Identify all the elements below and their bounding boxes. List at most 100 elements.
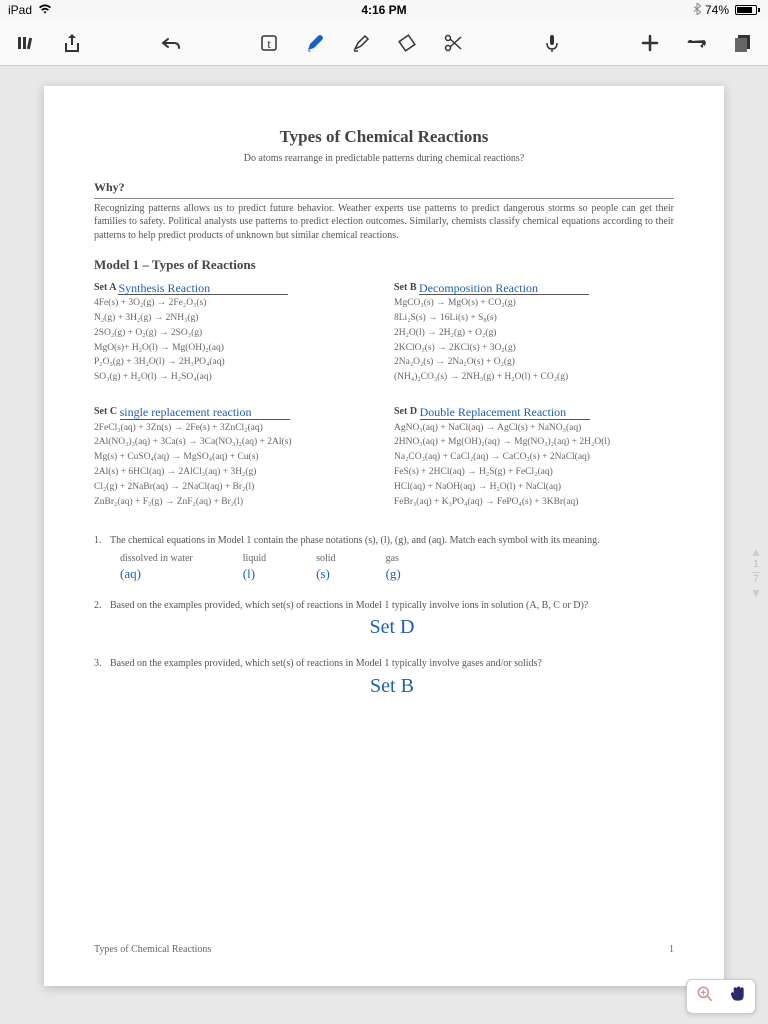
equation: 2H₂O(l) → 2H₂(g) + O₂(g) [394,327,674,340]
share-button[interactable] [58,29,86,57]
equation: (NH₄)₂CO₃(s) → 2NH₃(g) + H₂O(l) + CO₂(g) [394,371,674,384]
q3-answer: Set B [110,673,674,700]
phase-ans: (g) [386,565,401,583]
text-tool-button[interactable]: t [255,29,283,57]
equation: 2Al(NO₃)₃(aq) + 3Ca(s) → 3Ca(NO₃)₂(aq) +… [94,436,374,449]
model-title: Model 1 – Types of Reactions [94,256,674,274]
equation: ZnBr₂(aq) + F₂(g) → ZnF₂(aq) + Br₂(l) [94,496,374,509]
set-b: Set B Decomposition Reaction MgCO₃(s) → … [394,278,674,386]
equation: 4Fe(s) + 3O₂(g) → 2Fe₂O₃(s) [94,297,374,310]
page-down-icon[interactable]: ▼ [750,586,762,600]
eraser-tool-button[interactable] [393,29,421,57]
page-subtitle: Do atoms rearrange in predictable patter… [94,152,674,166]
wifi-icon [38,3,52,17]
q2-text: Based on the examples provided, which se… [110,600,588,611]
equation: P₂O₅(g) + 3H₂O(l) → 2H₃PO₄(aq) [94,356,374,369]
set-d-answer: Double Replacement Reaction [420,405,567,419]
equation: Mg(s) + CuSO₄(aq) → MgSO₄(aq) + Cu(s) [94,451,374,464]
question-3: 3. Based on the examples provided, which… [94,657,674,700]
set-c-label: Set C [94,406,117,417]
status-bar: iPad 4:16 PM 74% [0,0,768,20]
floating-tools [686,979,756,1014]
q3-text: Based on the examples provided, which se… [110,658,542,669]
equation: Cl₂(g) + 2NaBr(aq) → 2NaCl(aq) + Br₂(l) [94,481,374,494]
page-up-icon[interactable]: ▲ [750,545,762,559]
reaction-sets: Set A Synthesis Reaction 4Fe(s) + 3O₂(g)… [94,278,674,521]
equation: 2Na₂O₂(s) → 2Na₂O(s) + O₂(g) [394,356,674,369]
phase-row: dissolved in water(aq) liquid(l) solid(s… [120,552,674,583]
q1-num: 1. [94,534,102,548]
set-c-answer: single replacement reaction [120,405,252,419]
battery-pct: 74% [705,3,729,17]
equation: 2HNO₃(aq) + Mg(OH)₂(aq) → Mg(NO₃)₂(aq) +… [394,436,674,449]
phase-head: gas [386,552,401,566]
set-a-equations: 4Fe(s) + 3O₂(g) → 2Fe₂O₃(s) N₂(g) + 3H₂(… [94,297,374,384]
mic-button[interactable] [538,29,566,57]
pages-button[interactable] [728,29,756,57]
equation: 2FeCl₃(aq) + 3Zn(s) → 2Fe(s) + 3ZnCl₂(aq… [94,422,374,435]
equation: FeBr₃(aq) + K₃PO₄(aq) → FePO₄(s) + 3KBr(… [394,496,674,509]
why-heading: Why? [94,179,674,195]
q2-answer: Set D [110,614,674,641]
document-page: Types of Chemical Reactions Do atoms rea… [44,86,724,986]
toolbar: t [0,20,768,66]
equation: Na₂CO₃(aq) + CaCl₂(aq) → CaCO₃(s) + 2NaC… [394,451,674,464]
equation: 2Al(s) + 6HCl(aq) → 2AlCl₃(aq) + 3H₂(g) [94,466,374,479]
phase-ans: (l) [243,565,266,583]
set-d-label: Set D [394,406,417,417]
set-c: Set C single replacement reaction 2FeCl₃… [94,402,374,510]
set-a-label: Set A [94,282,116,293]
hand-tool-icon[interactable] [727,984,747,1009]
why-text: Recognizing patterns allows us to predic… [94,198,674,243]
phase-head: dissolved in water [120,552,193,566]
page-indicator[interactable]: ▲ 1 7 ▼ [750,545,762,601]
highlighter-tool-button[interactable] [347,29,375,57]
questions: 1. The chemical equations in Model 1 con… [94,534,674,700]
status-time: 4:16 PM [259,3,510,17]
equation: AgNO₃(aq) + NaCl(aq) → AgCl(s) + NaNO₃(a… [394,422,674,435]
add-button[interactable] [636,29,664,57]
q2-num: 2. [94,599,102,613]
set-a-answer: Synthesis Reaction [118,281,210,295]
status-left: iPad [8,3,259,17]
equation: 2SO₂(g) + O₂(g) → 2SO₃(g) [94,327,374,340]
footer-left: Types of Chemical Reactions [94,943,211,957]
set-b-answer: Decomposition Reaction [419,281,538,295]
status-right: 74% [509,3,760,18]
equation: FeS(s) + 2HCl(aq) → H₂S(g) + FeCl₂(aq) [394,466,674,479]
equation: SO₃(g) + H₂O(l) → H₂SO₄(aq) [94,371,374,384]
phase-head: solid [316,552,335,566]
set-a: Set A Synthesis Reaction 4Fe(s) + 3O₂(g)… [94,278,374,386]
question-2: 2. Based on the examples provided, which… [94,599,674,642]
equation: 2KClO₃(s) → 2KCl(s) + 3O₂(g) [394,342,674,355]
scissors-tool-button[interactable] [439,29,467,57]
pen-tool-button[interactable] [301,29,329,57]
set-b-label: Set B [394,282,417,293]
undo-button[interactable] [157,29,185,57]
svg-text:t: t [267,36,271,51]
wrench-button[interactable] [682,29,710,57]
library-button[interactable] [12,29,40,57]
phase-ans: (s) [316,565,335,583]
set-b-equations: MgCO₃(s) → MgO(s) + CO₂(g) 8Li₂S(s) → 16… [394,297,674,384]
canvas[interactable]: Types of Chemical Reactions Do atoms rea… [0,66,768,1024]
equation: MgO(s)+ H₂O(l) → Mg(OH)₂(aq) [94,342,374,355]
page-title: Types of Chemical Reactions [94,126,674,149]
footer-right: 1 [669,943,674,957]
equation: N₂(g) + 3H₂(g) → 2NH₃(g) [94,312,374,325]
q1-text: The chemical equations in Model 1 contai… [110,535,600,546]
device-label: iPad [8,3,32,17]
phase-head: liquid [243,552,266,566]
question-1: 1. The chemical equations in Model 1 con… [94,534,674,583]
set-c-equations: 2FeCl₃(aq) + 3Zn(s) → 2Fe(s) + 3ZnCl₂(aq… [94,422,374,509]
equation: 8Li₂S(s) → 16Li(s) + S₈(s) [394,312,674,325]
battery-icon [733,5,760,15]
q3-num: 3. [94,657,102,671]
page-footer: Types of Chemical Reactions 1 [94,943,674,957]
page-current: 1 [750,559,762,571]
set-d: Set D Double Replacement Reaction AgNO₃(… [394,402,674,510]
divider [752,572,760,573]
equation: HCl(aq) + NaOH(aq) → H₂O(l) + NaCl(aq) [394,481,674,494]
zoom-icon[interactable] [695,984,715,1009]
bluetooth-icon [693,3,701,18]
